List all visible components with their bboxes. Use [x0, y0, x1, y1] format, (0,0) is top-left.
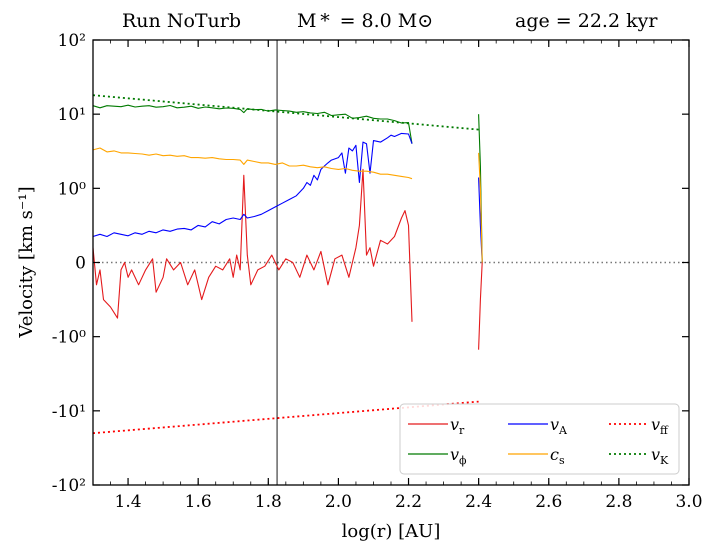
- y-tick-label: -10¹: [52, 402, 86, 422]
- series-v-r: [92, 168, 413, 322]
- x-tick-label: 2.8: [605, 492, 632, 512]
- run-title: Run NoTurb: [122, 10, 242, 32]
- axes: 1.4 1.6 1.8 2.0 2.2 2.4 2.6 2.8 3.0 10² 10¹ 10⁰ 0 -10…: [52, 31, 703, 512]
- series-v-phi: [92, 104, 413, 144]
- series-v-r-inner: [478, 262, 483, 350]
- x-tick-label: 1.8: [255, 492, 282, 512]
- x-tick-label: 2.4: [465, 492, 492, 512]
- y-tick-label: 10²: [58, 31, 86, 51]
- series-c-s-inner: [478, 152, 483, 263]
- series-c-s: [92, 147, 413, 180]
- y-axis-label: Velocity [km s⁻¹]: [16, 186, 37, 338]
- y-tick-label: 0: [75, 254, 86, 274]
- y-tick-label: 10¹: [58, 105, 86, 125]
- mass-title: M * = 8.0 M⊙: [297, 10, 434, 32]
- plot-area: [92, 40, 689, 485]
- x-axis-label: log(r) [AU]: [342, 521, 441, 542]
- y-tick-label: -10²: [52, 476, 86, 496]
- x-tick-label: 3.0: [675, 492, 702, 512]
- x-tick-label: 2.0: [325, 492, 352, 512]
- age-title: age = 22.2 kyr: [515, 10, 658, 32]
- x-tick-label: 1.4: [115, 492, 142, 512]
- x-tick-label: 2.2: [395, 492, 422, 512]
- legend-box: [399, 403, 680, 475]
- series-v-A: [92, 132, 413, 238]
- x-tick-label: 2.6: [535, 492, 562, 512]
- y-tick-label: -10⁰: [52, 328, 86, 348]
- x-tick-label: 1.6: [185, 492, 212, 512]
- series-v-K: [92, 94, 479, 131]
- y-tick-label: 10⁰: [58, 179, 87, 199]
